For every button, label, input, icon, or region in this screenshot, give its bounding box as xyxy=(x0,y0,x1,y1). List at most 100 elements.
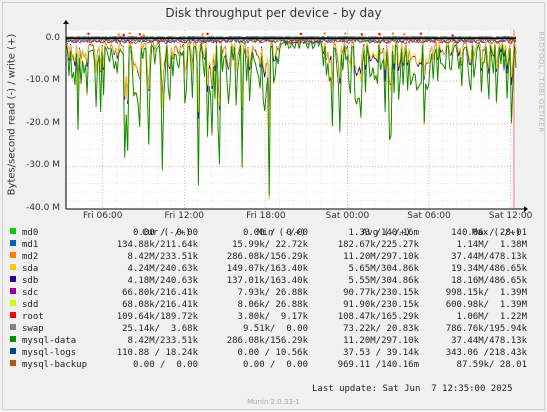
y-tick-label: 0.0 xyxy=(45,32,60,43)
legend-avg: 91.90k/230.15k xyxy=(343,300,419,310)
write-peak-marker xyxy=(299,32,303,36)
legend-min: 0.00 / 10.56k xyxy=(237,348,308,358)
legend-series-name: md2 xyxy=(10,251,90,263)
legend-swatch xyxy=(10,240,16,246)
legend-max: 786.76k/195.94k xyxy=(445,324,527,334)
legend-cur: 66.80k/216.41k xyxy=(122,288,198,298)
legend-max: 37.44M/478.13k xyxy=(451,252,527,262)
legend-row: md2 8.42M/233.51k 286.08k/156.29k 11.20M/29… xyxy=(10,251,527,263)
write-peak-marker xyxy=(344,32,347,35)
header-cur: Cur (-/+) xyxy=(142,228,191,238)
legend-cur: 134.88k/211.64k xyxy=(116,240,198,250)
y-tick-label: -40.0 M xyxy=(26,203,60,213)
legend-avg: 5.55M/304.86k xyxy=(348,276,419,286)
legend-max: 87.59k/ 28.01 xyxy=(456,360,527,370)
write-peak-marker xyxy=(138,33,142,36)
legend-cur: 68.08k/216.41k xyxy=(122,300,198,310)
header-avg: Avg (-/+) xyxy=(362,228,411,238)
write-peak-marker xyxy=(378,33,381,36)
legend-swatch xyxy=(10,360,16,366)
legend-avg: 1.33 /140.16m xyxy=(348,228,419,238)
y-axis-arrow xyxy=(63,20,69,24)
y-tick-label: -30.0 M xyxy=(26,160,60,171)
legend-min: 8.06k/ 26.88k xyxy=(237,300,308,310)
series-name: sda xyxy=(22,264,39,274)
legend-series-name: md1 xyxy=(10,239,90,251)
series-name: mysql-logs xyxy=(22,348,77,358)
legend-series-name: mysql-data xyxy=(10,335,90,347)
x-tick-label: Sat 12:00 xyxy=(488,211,533,221)
legend-cur: 4.18M/240.63k xyxy=(127,276,198,286)
legend-min: 7.93k/ 26.88k xyxy=(237,288,308,298)
legend-swatch xyxy=(10,348,16,354)
legend-avg: 5.65M/304.86k xyxy=(348,264,419,274)
legend-max: 19.34M/486.65k xyxy=(451,264,527,274)
legend-min: 149.07k/163.40k xyxy=(226,264,308,274)
legend-cur: 8.42M/233.51k xyxy=(127,336,198,346)
y-tick-label: -20.0 M xyxy=(26,117,60,128)
legend-row: sdc 66.80k/216.41k 7.93k/ 26.88k 90.77k/230… xyxy=(10,287,527,299)
legend-swatch xyxy=(10,264,16,270)
x-axis-arrow xyxy=(524,206,528,212)
legend-min: 15.99k/ 22.72k xyxy=(232,240,308,250)
legend-series-name: md0 xyxy=(10,227,90,239)
munin-version: Munin 2.0.33-1 xyxy=(247,398,300,406)
legend-avg: 108.47k/165.29k xyxy=(337,312,419,322)
last-update: Last update: Sat Jun 7 12:35:00 2025 xyxy=(312,384,513,394)
legend-table: md0 0.00 / 0.00 0.00 / 0.00 1.33 /140.16m 14… xyxy=(10,227,527,371)
legend-series-name: sdc xyxy=(10,287,90,299)
chart-title: Disk throughput per device - by day xyxy=(165,6,382,20)
legend-cur: 109.64k/189.72k xyxy=(116,312,198,322)
header-max: Max (-/+) xyxy=(472,228,521,238)
legend-series-name: mysql-logs xyxy=(10,347,90,359)
legend-min: 3.80k/ 9.17k xyxy=(237,312,308,322)
x-tick-label: Sat 06:00 xyxy=(407,211,451,221)
series-name: root xyxy=(22,312,44,322)
legend-avg: 182.67k/225.27k xyxy=(337,240,419,250)
legend-row: md1 134.88k/211.64k 15.99k/ 22.72k 182.67k/… xyxy=(10,239,527,251)
legend-series-name: root xyxy=(10,311,90,323)
x-tick-label: Sat 00:00 xyxy=(325,211,370,221)
legend-avg: 90.77k/230.15k xyxy=(343,288,419,298)
write-peak-marker xyxy=(323,32,326,35)
legend-row: sda 4.24M/240.63k 149.07k/163.40k 5.65M/304… xyxy=(10,263,527,275)
legend-row: mysql-data 8.42M/233.51k 286.08k/156.29k 11… xyxy=(10,335,527,347)
legend-max: 140.06 / 28.01 xyxy=(451,228,527,238)
y-tick-label: -10.0 M xyxy=(26,75,60,86)
legend-min: 137.01k/163.40k xyxy=(226,276,308,286)
write-peak-marker xyxy=(360,33,364,36)
legend-series-name: sdd xyxy=(10,299,90,311)
y-axis-label: Bytes/second read (-) / write (+) xyxy=(6,33,18,196)
write-peak-marker xyxy=(206,32,209,36)
x-tick-label: Fri 12:00 xyxy=(164,211,205,221)
series-name: swap xyxy=(22,324,44,334)
write-peak-marker xyxy=(391,32,395,35)
write-peak-marker xyxy=(419,32,423,35)
series-line-md1 xyxy=(65,37,517,44)
series-name: mysql-backup xyxy=(22,360,88,370)
x-tick-label: Fri 18:00 xyxy=(246,211,286,221)
legend-row: sdb 4.18M/240.63k 137.01k/163.40k 5.55M/304… xyxy=(10,275,527,287)
legend-avg: 11.20M/297.10k xyxy=(343,336,419,346)
legend-swatch xyxy=(10,312,16,318)
legend-max: 37.44M/478.13k xyxy=(451,336,527,346)
rrdtool-watermark: RRDTOOL / TOBI OETIKER xyxy=(537,31,545,133)
series-name: sdd xyxy=(22,300,39,310)
series-name: sdb xyxy=(22,276,39,286)
legend-cur: 25.14k/ 3.68k xyxy=(122,324,198,334)
write-peak-marker xyxy=(403,32,406,36)
series-line-mysql-data xyxy=(65,38,517,196)
legend-row: sdd 68.08k/216.41k 8.06k/ 26.88k 91.90k/230… xyxy=(10,299,527,311)
plot-area xyxy=(66,30,516,209)
legend-swatch xyxy=(10,324,16,330)
legend-row: swap 25.14k/ 3.68k 9.51k/ 0.00 73.22k/ 20.8… xyxy=(10,323,527,335)
legend-swatch xyxy=(10,252,16,258)
legend-row: mysql-backup 0.00 / 0.00 0.00 / 0.00 969.11… xyxy=(10,359,527,371)
legend-series-name: swap xyxy=(10,323,90,335)
legend-avg: 969.11 /140.16m xyxy=(337,360,419,370)
write-peak-marker xyxy=(201,33,204,36)
series-name: sdc xyxy=(22,288,39,298)
legend-swatch xyxy=(10,288,16,294)
legend-series-name: sda xyxy=(10,263,90,275)
